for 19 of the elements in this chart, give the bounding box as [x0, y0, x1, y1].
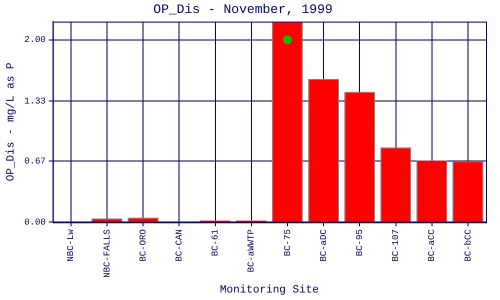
x-tick-label: BC-ORO — [138, 229, 148, 262]
chart-title: OP_Dis - November, 1999 — [153, 2, 333, 18]
x-tick-label: BC-aWWTP — [246, 229, 257, 272]
y-tick-label: 0.67 — [24, 156, 46, 166]
y-tick-label: 0.00 — [24, 218, 46, 228]
x-tick-label: BC-61 — [210, 229, 221, 256]
x-tick-label: BC-95 — [355, 229, 366, 256]
x-axis-title: Monitoring Site — [220, 284, 319, 296]
x-tick-label: NBC-FALLS — [102, 229, 112, 278]
x-tick-label: BC-CAN — [174, 229, 185, 262]
y-tick-label: 2.00 — [24, 35, 46, 46]
x-tick-label: BC-aCC — [427, 228, 438, 262]
x-tick-label: BC-107 — [391, 229, 402, 262]
y-axis-title: OP_Dis - mg/L as P — [6, 62, 18, 182]
x-tick-label: NBC-Lw — [66, 228, 76, 262]
x-tick-label: BC-aDC — [318, 228, 329, 262]
x-tick-label: BC-bCC — [463, 228, 474, 262]
x-tick-label: BC-75 — [282, 229, 293, 256]
y-tick-label: 1.33 — [24, 96, 46, 106]
